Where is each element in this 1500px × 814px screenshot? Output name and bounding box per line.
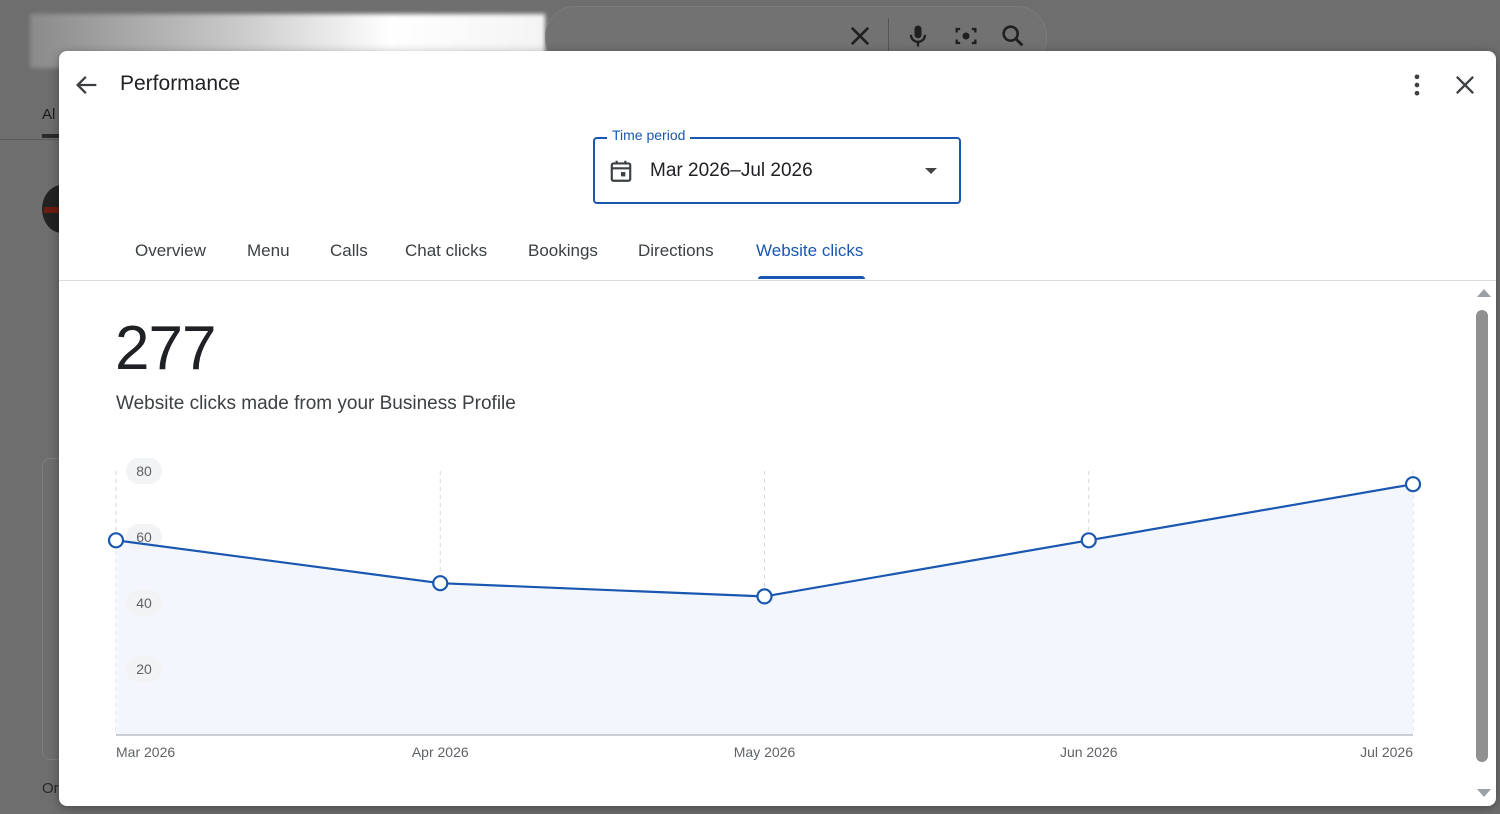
y-tick-label: 80 [136,463,152,479]
data-point [432,575,449,592]
clear-search-icon [850,26,870,46]
y-tick-background [126,590,162,616]
tab-website-clicks[interactable]: Website clicks [756,241,864,260]
website-clicks-chart: 80 60 40 20 Mar 2026 Apr 2026 May 2026 Jun 2026… [107,458,1422,760]
tab-overview[interactable]: Overview [135,241,206,260]
chevron-down-icon [925,168,937,174]
time-period-select[interactable]: Time period Mar 2026–Jul 2026 [593,127,961,204]
back-arrow-icon[interactable] [73,71,101,99]
search-separator [888,18,889,54]
data-point [1080,532,1097,549]
x-tick-label: Apr 2026 [412,744,469,760]
y-tick-background [126,458,162,484]
x-tick-label: Jun 2026 [1060,744,1118,760]
y-tick-label: 40 [136,595,152,611]
tab-calls[interactable]: Calls [330,241,368,260]
active-tab-indicator [758,276,865,279]
more-options-icon[interactable] [1403,71,1431,99]
y-tick-background [126,656,162,682]
background-tab-label: Al [42,106,56,123]
tab-menu[interactable]: Menu [247,241,290,260]
scrollbar[interactable] [1473,283,1493,803]
tabs-divider [59,280,1496,281]
background-text: Or [42,780,59,797]
metric-total: 277 [115,314,216,383]
y-tick-label: 20 [136,661,152,677]
close-icon[interactable] [1451,71,1479,99]
metric-description: Website clicks made from your Business P… [116,393,516,414]
metric-tabs: Overview Menu Calls Chat clicks Bookings… [59,227,1496,281]
data-point [756,588,773,605]
time-period-value: Mar 2026–Jul 2026 [650,160,813,181]
data-point [107,532,125,549]
background-tab-underline [42,134,60,138]
x-tick-label: May 2026 [734,744,796,760]
y-tick-label: 60 [136,529,152,545]
tab-chat-clicks[interactable]: Chat clicks [405,241,488,260]
scroll-down-arrow-icon[interactable] [1477,789,1491,797]
scroll-thumb[interactable] [1476,310,1488,762]
scroll-up-arrow-icon[interactable] [1477,289,1491,297]
search-icon [1002,25,1024,47]
tab-bookings[interactable]: Bookings [528,241,598,260]
tab-directions[interactable]: Directions [638,241,714,260]
performance-dialog: Performance Time period Mar 2026–Jul 202… [59,51,1496,806]
x-tick-label: Mar 2026 [116,744,175,760]
microphone-icon [909,25,927,47]
x-tick-label: Jul 2026 [1360,744,1413,760]
lens-camera-icon [955,27,977,45]
background-divider [0,139,60,140]
time-period-label: Time period [607,127,691,143]
calendar-icon [610,160,632,182]
data-point [1404,476,1422,493]
dialog-title: Performance [120,72,241,95]
